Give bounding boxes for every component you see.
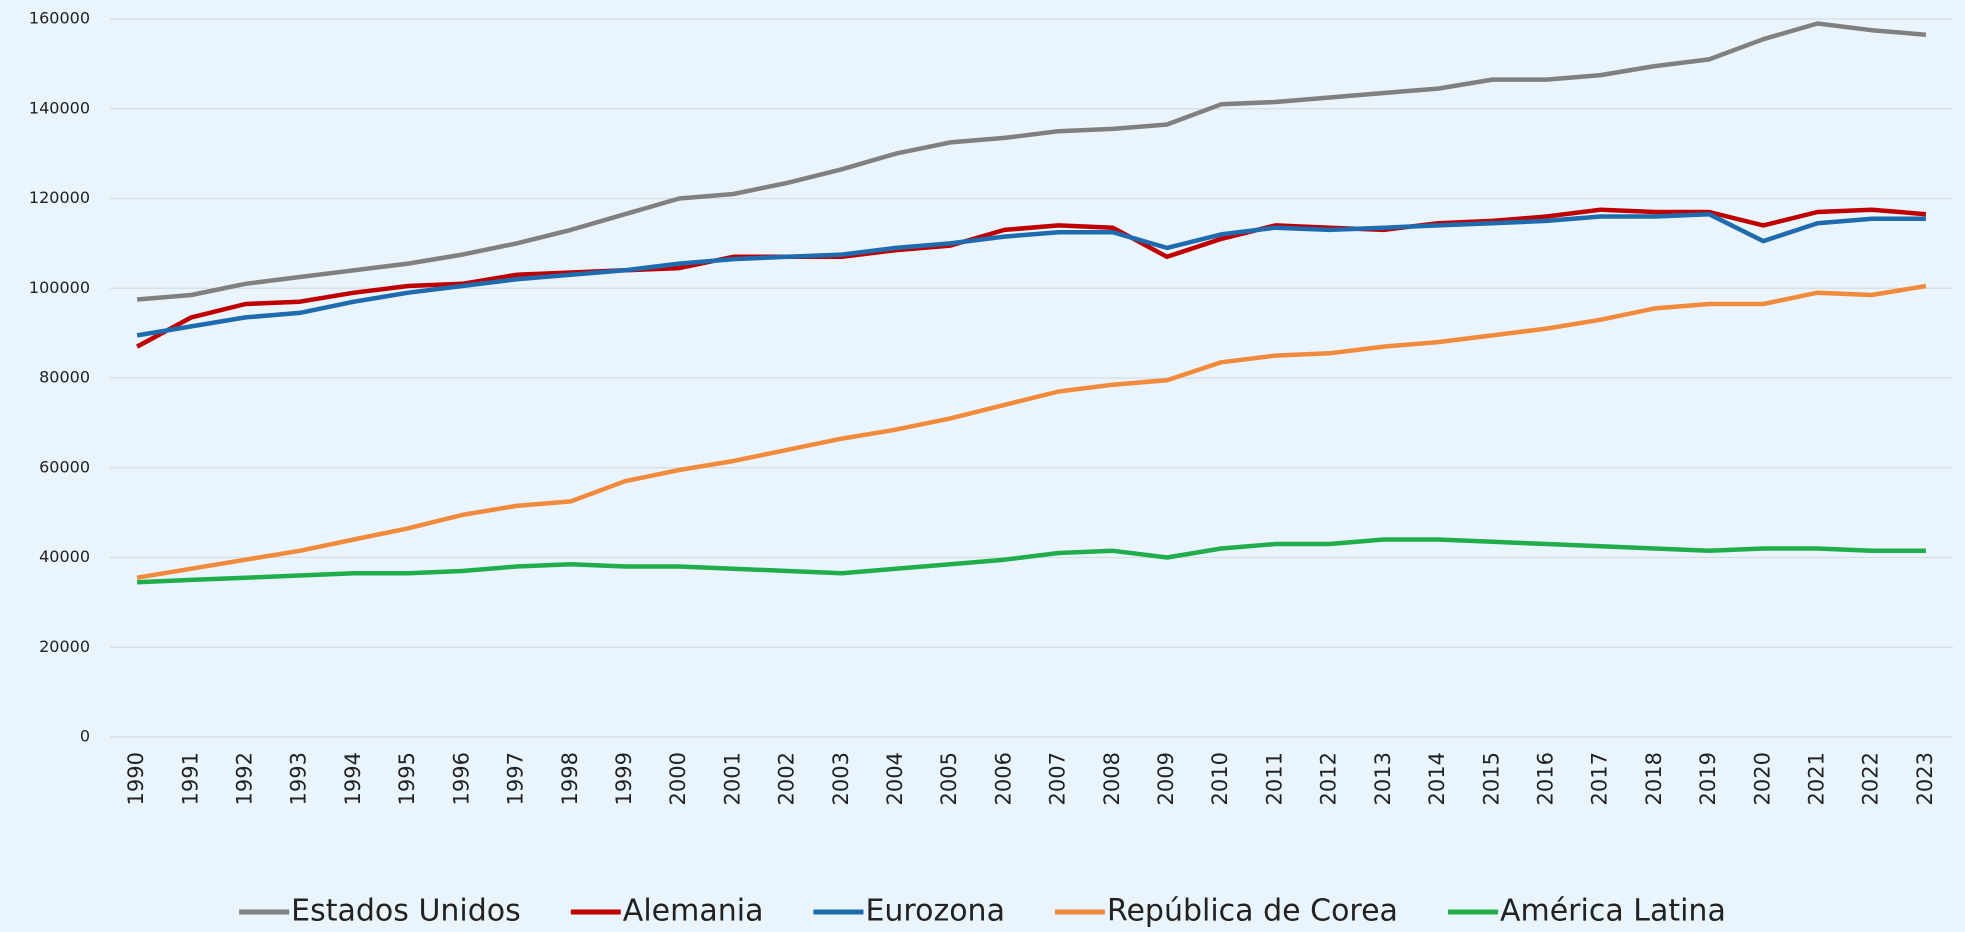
legend-label: América Latina xyxy=(1500,894,1726,929)
x-tick-label: 2006 xyxy=(991,752,1015,805)
x-tick-label: 2008 xyxy=(1100,752,1124,805)
x-tick-label: 2013 xyxy=(1371,752,1395,805)
x-tick-label: 1993 xyxy=(287,752,311,805)
x-tick-label: 2015 xyxy=(1479,752,1503,805)
x-tick-label: 1992 xyxy=(233,752,257,805)
x-tick-label: 1999 xyxy=(612,752,636,805)
x-tick-label: 1998 xyxy=(558,752,582,805)
series-line xyxy=(136,211,1926,338)
y-tick-label: 0 xyxy=(80,727,90,746)
x-tick-label: 2016 xyxy=(1533,752,1557,805)
x-tick-label: 1995 xyxy=(395,752,419,805)
x-tick-label: 2004 xyxy=(883,752,907,805)
x-tick-label: 2009 xyxy=(1154,752,1178,805)
x-tick-label: 2002 xyxy=(775,752,799,805)
y-tick-label: 100000 xyxy=(29,278,90,297)
x-tick-label: 2001 xyxy=(720,752,744,805)
x-tick-label: 2022 xyxy=(1859,752,1883,805)
x-tick-label: 1997 xyxy=(504,752,528,805)
legend-label: Alemania xyxy=(623,894,764,929)
y-tick-label: 60000 xyxy=(39,457,90,476)
y-tick-label: 80000 xyxy=(39,368,90,387)
y-tick-label: 20000 xyxy=(39,637,90,656)
x-tick-label: 1991 xyxy=(178,752,202,805)
x-tick-label: 2007 xyxy=(1046,752,1070,805)
x-tick-label: 2012 xyxy=(1317,752,1341,805)
x-tick-label: 2021 xyxy=(1804,752,1828,805)
series-line xyxy=(136,207,1927,349)
x-tick-label: 2000 xyxy=(666,752,690,805)
series-line xyxy=(136,21,1927,302)
y-tick-label: 160000 xyxy=(29,9,90,28)
x-tick-label: 2011 xyxy=(1262,752,1286,805)
x-tick-label: 2010 xyxy=(1208,752,1232,805)
series-line xyxy=(137,537,1926,585)
x-tick-label: 2017 xyxy=(1588,752,1612,805)
legend-label: Eurozona xyxy=(865,894,1005,929)
x-tick-label: 2019 xyxy=(1696,752,1720,805)
x-tick-label: 2020 xyxy=(1750,752,1774,805)
x-tick-label: 1994 xyxy=(341,752,365,805)
y-tick-label: 40000 xyxy=(39,547,90,566)
x-tick-label: 2003 xyxy=(829,752,853,805)
x-tick-label: 2023 xyxy=(1913,752,1937,805)
x-tick-label: 1996 xyxy=(449,752,473,805)
x-tick-label: 2005 xyxy=(937,752,961,805)
x-tick-label: 2014 xyxy=(1425,752,1449,805)
legend-label: República de Corea xyxy=(1107,894,1398,929)
series-line xyxy=(136,283,1927,580)
y-tick-label: 140000 xyxy=(29,98,90,117)
legend-label: Estados Unidos xyxy=(291,894,521,929)
y-tick-label: 120000 xyxy=(29,188,90,207)
x-tick-label: 1990 xyxy=(124,752,148,805)
x-tick-label: 2018 xyxy=(1642,752,1666,805)
